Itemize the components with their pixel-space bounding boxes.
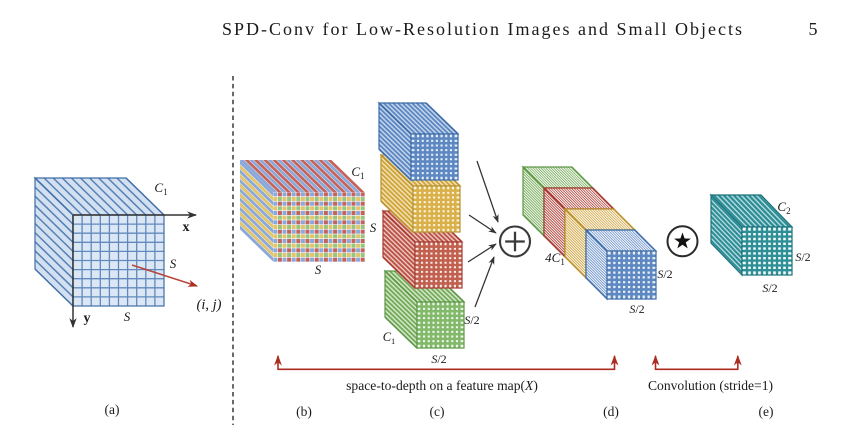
svg-text:S/2: S/2: [629, 302, 644, 316]
svg-text:(b): (b): [296, 404, 312, 419]
svg-text:C1: C1: [383, 330, 396, 346]
svg-text:Convolution (stride=1): Convolution (stride=1): [648, 378, 773, 394]
svg-text:(c): (c): [430, 404, 445, 419]
svg-text:y: y: [84, 311, 91, 326]
svg-text:C1: C1: [351, 164, 364, 181]
svg-text:SPD-Conv for Low-Resolution Im: SPD-Conv for Low-Resolution Images and S…: [222, 19, 744, 39]
svg-text:S: S: [170, 256, 177, 271]
svg-text:(i, j): (i, j): [197, 297, 222, 313]
svg-text:5: 5: [809, 19, 818, 39]
svg-text:(e): (e): [759, 404, 774, 419]
svg-text:C2: C2: [777, 199, 790, 216]
svg-text:S/2: S/2: [464, 313, 479, 327]
svg-text:S/2: S/2: [657, 267, 672, 281]
svg-text:S/2: S/2: [795, 250, 810, 264]
svg-text:(a): (a): [105, 402, 120, 417]
svg-text:S: S: [124, 309, 131, 324]
svg-text:x: x: [183, 220, 190, 235]
svg-text:S: S: [370, 220, 377, 235]
svg-text:4C1: 4C1: [545, 250, 565, 267]
svg-text:S: S: [315, 262, 322, 277]
svg-text:S/2: S/2: [431, 352, 446, 366]
svg-text:S/2: S/2: [762, 281, 777, 295]
svg-text:(d): (d): [603, 404, 619, 419]
svg-text:C1: C1: [154, 180, 167, 197]
svg-text:space-to-depth on a feature ma: space-to-depth on a feature map(X): [346, 378, 538, 394]
